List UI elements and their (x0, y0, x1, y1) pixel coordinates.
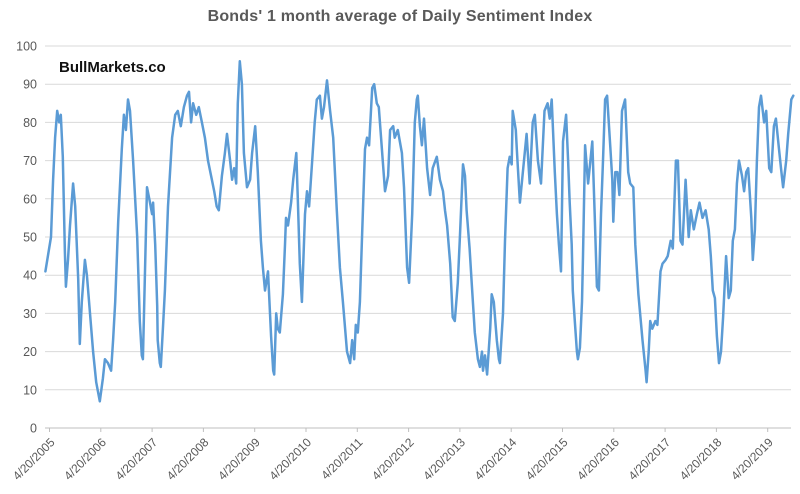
y-tick-label: 0 (30, 422, 37, 436)
y-tick-label: 100 (16, 40, 37, 54)
x-tick-label: 4/20/2014 (472, 435, 520, 483)
x-tick-label: 4/20/2006 (61, 435, 109, 483)
y-tick-label: 60 (23, 192, 37, 206)
x-tick-label: 4/20/2008 (164, 435, 212, 483)
sentiment-line-series (44, 60, 795, 403)
x-tick-label: 4/20/2007 (113, 435, 161, 483)
watermark-brand-text: BullMarkets.co (59, 59, 166, 76)
y-tick-label: 80 (23, 116, 37, 130)
y-tick-label: 90 (23, 78, 37, 92)
x-tick-label: 4/20/2009 (215, 435, 263, 483)
y-tick-label: 30 (23, 307, 37, 321)
x-tick-label: 4/20/2005 (10, 435, 58, 483)
y-tick-label: 40 (23, 269, 37, 283)
y-tick-label: 10 (23, 383, 37, 397)
x-tick-label: 4/20/2011 (318, 435, 365, 482)
x-tick-label: 4/20/2017 (626, 435, 674, 483)
x-tick-label: 4/20/2015 (523, 435, 571, 483)
y-tick-label: 70 (23, 154, 37, 168)
x-tick-label: 4/20/2019 (728, 435, 776, 483)
x-tick-label: 4/20/2016 (574, 435, 622, 483)
y-tick-label: 50 (23, 231, 37, 245)
chart-title: Bonds' 1 month average of Daily Sentimen… (207, 8, 593, 25)
x-tick-label: 4/20/2013 (420, 435, 468, 483)
x-tick-label: 4/20/2012 (369, 435, 417, 483)
x-tick-label: 4/20/2018 (677, 435, 725, 483)
y-tick-label: 20 (23, 345, 37, 359)
x-tick-label: 4/20/2010 (266, 435, 314, 483)
